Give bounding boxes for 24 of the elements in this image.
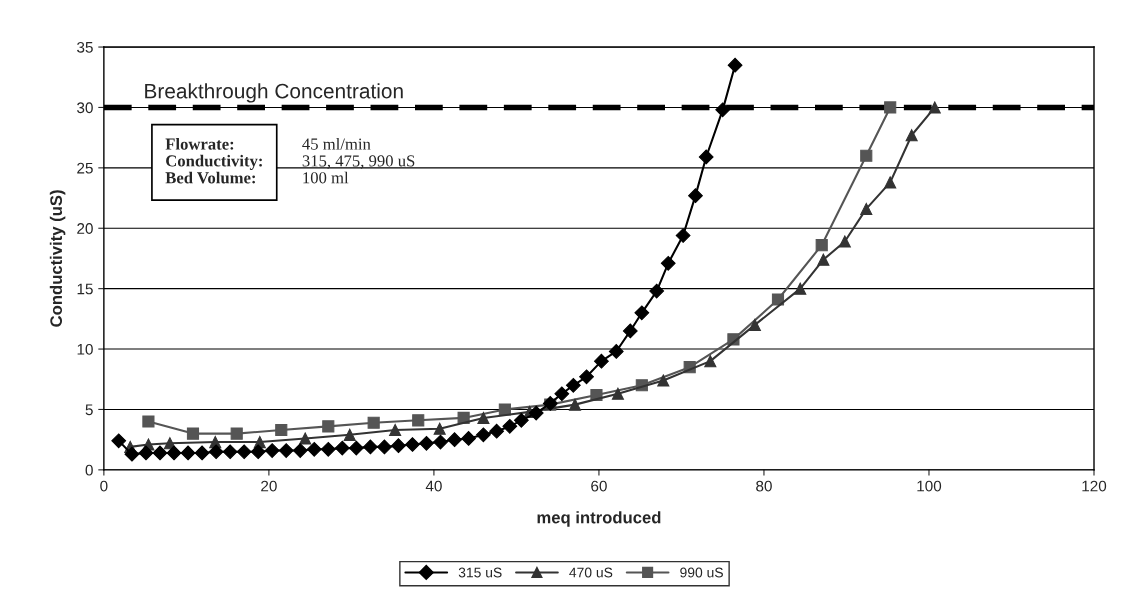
y-tick-label: 15 xyxy=(77,283,93,295)
x-tick-label: 100 xyxy=(917,480,942,492)
y-tick-label: 10 xyxy=(77,343,93,355)
x-tick-label: 20 xyxy=(261,480,277,492)
y-tick-label: 20 xyxy=(77,223,93,234)
x-tick-label: 40 xyxy=(425,480,442,492)
x-tick-label: 120 xyxy=(1082,480,1107,492)
x-tick-label: 0 xyxy=(100,480,108,492)
y-tick-label: 25 xyxy=(77,162,93,174)
legend-label: 315 uS xyxy=(458,567,502,578)
x-tick-label: 60 xyxy=(591,480,607,492)
text: Flowrate: 45 ml/min xyxy=(165,137,371,150)
y-tick-label: 30 xyxy=(77,102,93,114)
y-tick-label: 0 xyxy=(85,464,93,476)
ref-line-label: Breakthrough Concentration xyxy=(145,83,403,103)
x-tick-label: 80 xyxy=(756,480,772,492)
legend-label: 990 uS xyxy=(680,567,723,578)
y-tick-label: 35 xyxy=(77,41,93,53)
text: Bed Volume: 100 ml xyxy=(165,171,349,184)
legend-label: 470 uS xyxy=(569,567,613,578)
x-axis-title: meq introduced xyxy=(537,511,661,527)
text: Conductivity: 315, 475, 990 uS xyxy=(166,154,415,170)
y-axis-title: Conductivity (uS) xyxy=(49,190,66,327)
y-tick-label: 5 xyxy=(85,404,93,416)
